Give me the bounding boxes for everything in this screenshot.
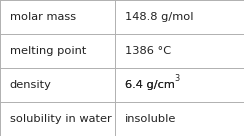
Text: molar mass: molar mass xyxy=(10,12,76,22)
Text: insoluble: insoluble xyxy=(125,114,176,124)
Text: melting point: melting point xyxy=(10,46,86,56)
Text: 1386 °C: 1386 °C xyxy=(125,46,171,56)
Text: 6.4 g/cm: 6.4 g/cm xyxy=(125,80,175,90)
Text: solubility in water: solubility in water xyxy=(10,114,112,124)
Text: 3: 3 xyxy=(175,74,180,83)
Text: 6.4 g/cm: 6.4 g/cm xyxy=(125,80,175,90)
Text: 148.8 g/mol: 148.8 g/mol xyxy=(125,12,193,22)
Text: density: density xyxy=(10,80,52,90)
